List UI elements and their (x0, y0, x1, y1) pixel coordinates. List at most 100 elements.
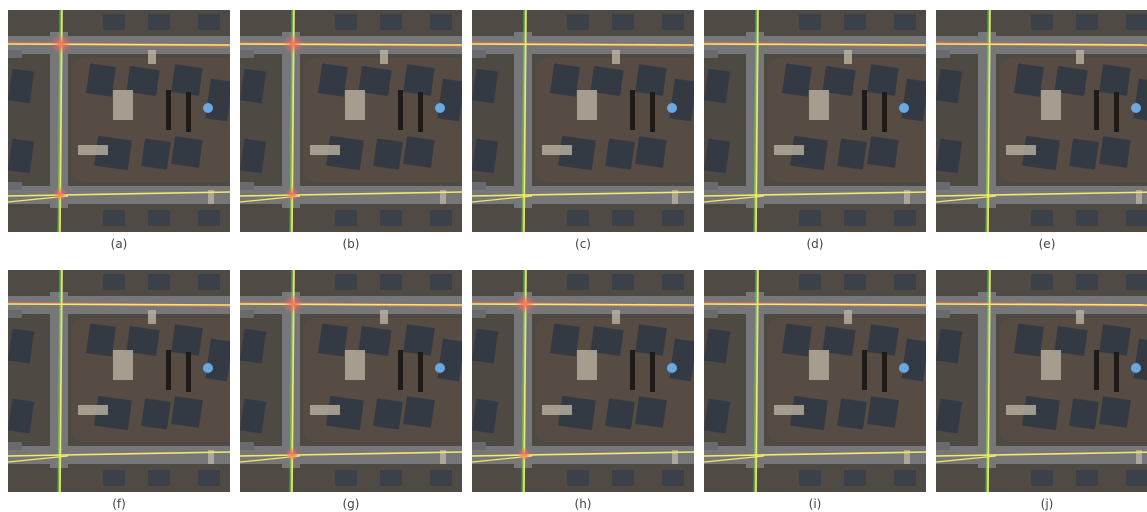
panel (684, 260, 938, 498)
house (894, 470, 916, 486)
house (472, 329, 498, 364)
panel (916, 260, 1147, 498)
house (103, 470, 125, 486)
house (148, 210, 170, 226)
driveway (1006, 145, 1036, 155)
driveway (310, 145, 340, 155)
house (1076, 210, 1098, 226)
aerial-image (684, 260, 938, 498)
driveway (310, 405, 340, 415)
house (635, 64, 667, 96)
aerial-image (0, 0, 242, 238)
road-detection (704, 44, 926, 45)
house (318, 63, 348, 96)
house (141, 398, 171, 429)
panel-caption: (c) (575, 237, 591, 251)
road-detection (936, 304, 1147, 305)
house (1126, 274, 1147, 290)
house (567, 210, 589, 226)
house (8, 69, 34, 104)
house (567, 274, 589, 290)
house (1031, 210, 1053, 226)
intersection (517, 447, 531, 461)
house (662, 210, 684, 226)
tree-shadow (418, 352, 423, 392)
intersection (53, 187, 67, 201)
house (171, 64, 203, 96)
intersection (285, 447, 299, 461)
house (612, 210, 634, 226)
house (8, 139, 34, 174)
house (1014, 63, 1044, 96)
house (335, 14, 357, 30)
driveway (113, 90, 133, 120)
pool (203, 103, 213, 113)
house (635, 324, 667, 356)
tree-shadow (882, 352, 887, 392)
house (605, 138, 635, 169)
house (148, 470, 170, 486)
tree-shadow (882, 92, 887, 132)
intersection (515, 294, 535, 314)
house (1069, 398, 1099, 429)
house (782, 63, 812, 96)
driveway (542, 405, 572, 415)
panel (452, 0, 706, 238)
house (472, 69, 498, 104)
driveway (809, 90, 829, 120)
house (550, 63, 580, 96)
aerial-image (220, 260, 474, 498)
intersection (283, 294, 303, 314)
house (844, 210, 866, 226)
house (567, 14, 589, 30)
house (867, 324, 899, 356)
aerial-image (684, 0, 938, 238)
house (430, 210, 452, 226)
house (86, 323, 116, 356)
house (704, 399, 730, 434)
house (844, 14, 866, 30)
house (240, 399, 266, 434)
house (403, 324, 435, 356)
house (1099, 136, 1131, 168)
panel (220, 0, 474, 238)
driveway (1006, 405, 1036, 415)
driveway (1076, 50, 1084, 64)
house (373, 138, 403, 169)
tree-shadow (1094, 90, 1099, 130)
house (8, 329, 34, 364)
driveway (380, 50, 388, 64)
driveway (1076, 310, 1084, 324)
house (844, 274, 866, 290)
house (335, 274, 357, 290)
house (380, 210, 402, 226)
road-detection (704, 304, 926, 305)
house (335, 470, 357, 486)
driveway (78, 405, 108, 415)
house (612, 274, 634, 290)
house (240, 69, 266, 104)
house (103, 210, 125, 226)
house (799, 210, 821, 226)
house (894, 274, 916, 290)
house (403, 396, 435, 428)
driveway (577, 90, 597, 120)
intersection (283, 34, 303, 54)
house (1099, 64, 1131, 96)
house (198, 470, 220, 486)
driveway (380, 310, 388, 324)
house (799, 14, 821, 30)
house (662, 274, 684, 290)
aerial-image (220, 0, 474, 238)
house (662, 14, 684, 30)
driveway (809, 350, 829, 380)
driveway (1041, 90, 1061, 120)
driveway (774, 145, 804, 155)
tree-shadow (862, 90, 867, 130)
house (635, 136, 667, 168)
house (198, 14, 220, 30)
panel-caption: (i) (809, 497, 822, 511)
pool (667, 103, 677, 113)
aerial-image (916, 0, 1147, 238)
driveway (774, 405, 804, 415)
